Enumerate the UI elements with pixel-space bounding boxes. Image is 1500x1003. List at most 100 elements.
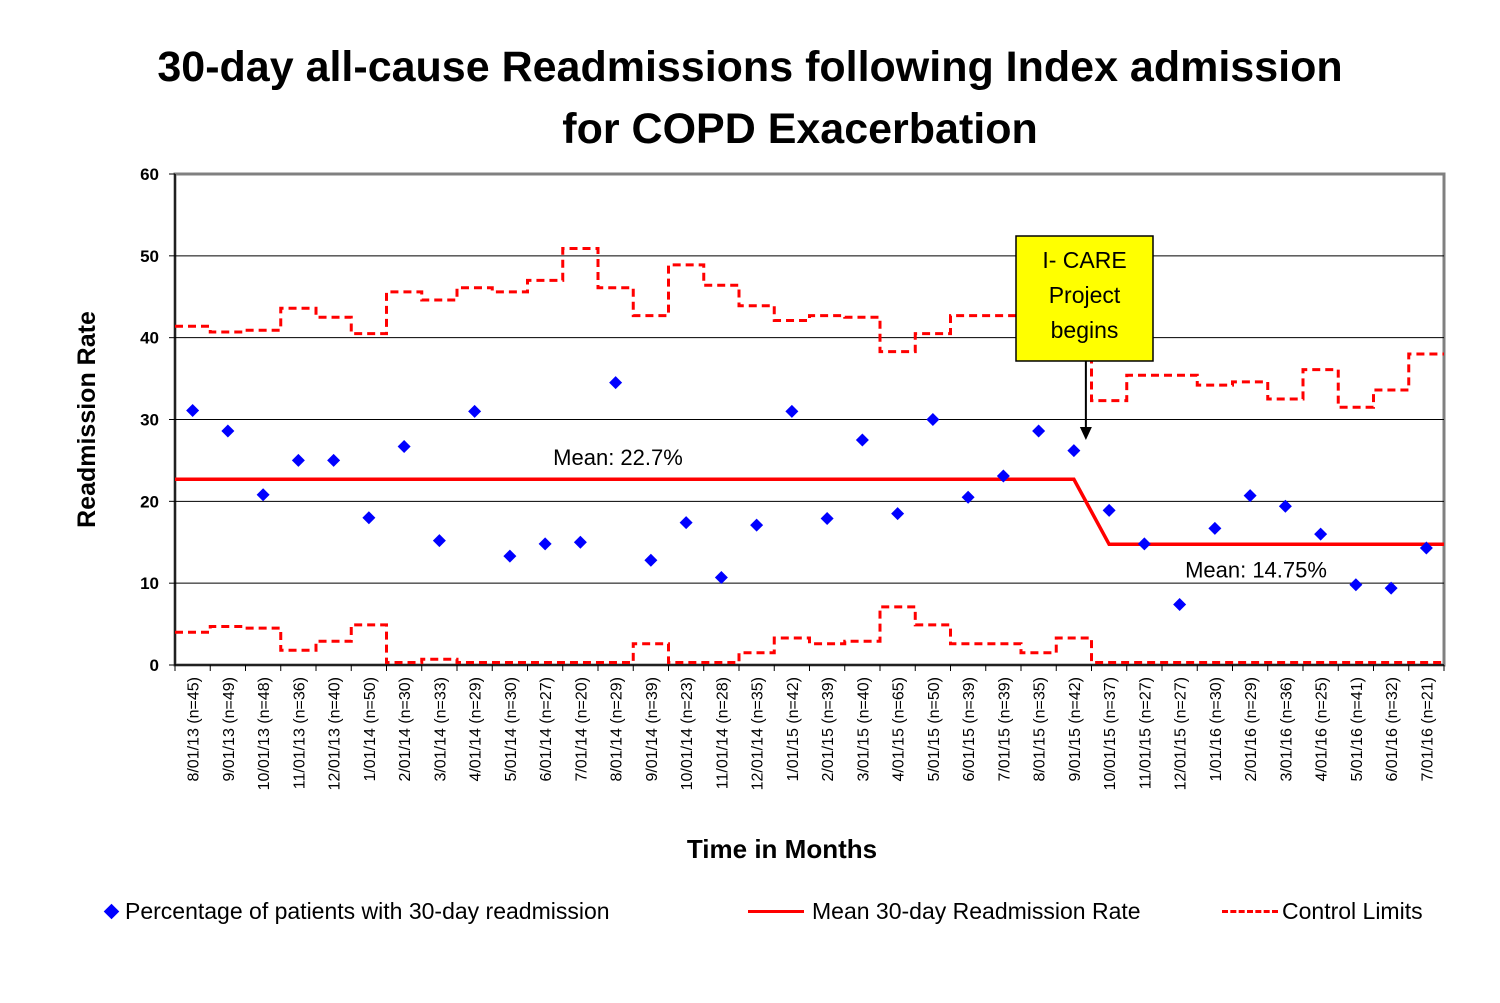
data-point <box>327 453 341 467</box>
upper-control-limit-line <box>175 246 1444 409</box>
data-point <box>1314 527 1328 541</box>
x-tick-label: 11/01/13 (n=36) <box>291 677 308 789</box>
callout-box <box>1015 235 1154 362</box>
x-tick-label: 12/01/14 (n=35) <box>750 677 767 790</box>
x-tick-label: 2/01/15 (n=39) <box>820 677 837 782</box>
legend-label-control-limits: Control Limits <box>1282 897 1423 924</box>
x-tick-label: 4/01/15 (n=65) <box>891 677 908 782</box>
legend-item-mean: Mean 30-day Readmission Rate <box>748 893 1141 929</box>
callout-arrow-head <box>1079 427 1092 440</box>
data-point <box>1384 581 1398 595</box>
data-point <box>1102 503 1116 517</box>
data-point <box>432 534 446 548</box>
x-tick-label: 2/01/14 (n=30) <box>397 677 414 782</box>
x-tick-label: 10/01/14 (n=23) <box>679 677 696 790</box>
legend-label-mean: Mean 30-day Readmission Rate <box>812 897 1141 924</box>
x-tick-label: 9/01/13 (n=49) <box>221 677 238 782</box>
x-tick-label: 3/01/15 (n=40) <box>855 677 872 782</box>
callout-text: Project <box>1049 282 1121 308</box>
data-point <box>1137 537 1151 551</box>
data-point <box>996 469 1010 483</box>
x-tick-label: 6/01/16 (n=32) <box>1384 677 1401 782</box>
y-tick-label: 20 <box>140 492 159 511</box>
callout-text: I- CARE <box>1042 247 1126 273</box>
y-tick-label: 50 <box>140 247 159 266</box>
x-tick-label: 12/01/15 (n=27) <box>1173 677 1190 790</box>
chart-title: 30-day all-cause Readmissions following … <box>0 36 1500 160</box>
x-tick-label: 7/01/16 (n=21) <box>1419 677 1436 782</box>
x-tick-label: 4/01/14 (n=29) <box>468 677 485 782</box>
data-point <box>1349 578 1363 592</box>
y-tick-label: 60 <box>140 165 159 184</box>
x-tick-label: 10/01/15 (n=37) <box>1102 677 1119 790</box>
data-point <box>644 553 658 567</box>
x-tick-label: 5/01/14 (n=30) <box>503 677 520 782</box>
y-tick-label: 30 <box>140 411 159 430</box>
data-point <box>609 376 623 390</box>
legend-dashed-line-marker <box>1222 909 1278 913</box>
x-tick-label: 6/01/15 (n=39) <box>961 677 978 782</box>
y-tick-label: 40 <box>140 329 159 348</box>
x-tick-label: 2/01/16 (n=29) <box>1243 677 1260 782</box>
x-tick-label: 12/01/13 (n=40) <box>327 677 344 790</box>
data-point <box>1243 489 1257 503</box>
data-point <box>679 516 693 530</box>
x-tick-label: 4/01/16 (n=25) <box>1314 677 1331 782</box>
x-tick-label: 6/01/14 (n=27) <box>538 677 555 782</box>
x-tick-label: 1/01/14 (n=50) <box>362 677 379 782</box>
data-point <box>538 537 552 551</box>
legend-item-percentage: Percentage of patients with 30-day readm… <box>100 893 610 929</box>
data-point <box>256 488 270 502</box>
data-point <box>291 453 305 467</box>
x-tick-label: 7/01/14 (n=20) <box>573 677 590 782</box>
data-point <box>397 440 411 454</box>
x-tick-label: 5/01/16 (n=41) <box>1349 677 1366 782</box>
x-tick-label: 7/01/15 (n=39) <box>996 677 1013 782</box>
chart-title-line1: 30-day all-cause Readmissions following … <box>157 43 1343 91</box>
y-tick-label: 0 <box>150 656 159 675</box>
mean-after-label: Mean: 14.75% <box>1185 557 1327 582</box>
data-point <box>785 404 799 418</box>
data-point <box>1208 521 1222 535</box>
x-tick-label: 8/01/13 (n=45) <box>186 677 203 782</box>
data-point <box>820 512 834 526</box>
data-point <box>1032 424 1046 438</box>
data-point <box>468 404 482 418</box>
x-tick-label: 9/01/15 (n=42) <box>1067 677 1084 782</box>
lower-control-limit-line <box>175 605 1444 665</box>
data-point <box>891 507 905 521</box>
legend-solid-line-marker <box>748 909 804 913</box>
data-point <box>1067 444 1081 458</box>
chart-title-line2: for COPD Exacerbation <box>562 105 1038 153</box>
data-point <box>1278 499 1292 513</box>
y-axis-title: Readmission Rate <box>73 311 101 528</box>
data-point <box>503 549 517 563</box>
legend-item-control-limits: Control Limits <box>1222 893 1423 929</box>
data-point <box>186 403 200 417</box>
data-point <box>1419 541 1433 555</box>
data-point <box>573 535 587 549</box>
data-point <box>926 413 940 426</box>
x-tick-label: 1/01/16 (n=30) <box>1208 677 1225 782</box>
legend-label-percentage: Percentage of patients with 30-day readm… <box>125 897 610 924</box>
data-point <box>362 511 376 525</box>
y-tick-label: 10 <box>140 574 159 593</box>
x-tick-label: 5/01/15 (n=50) <box>926 677 943 782</box>
legend-diamond-marker <box>103 903 120 919</box>
x-tick-label: 8/01/14 (n=29) <box>609 677 626 782</box>
x-tick-label: 3/01/14 (n=33) <box>432 677 449 782</box>
mean-before-label: Mean: 22.7% <box>553 445 683 470</box>
x-tick-label: 10/01/13 (n=48) <box>256 677 273 790</box>
callout-text: begins <box>1051 317 1119 343</box>
x-tick-label: 11/01/15 (n=27) <box>1137 677 1154 789</box>
x-axis-title: Time in Months <box>687 834 877 864</box>
x-tick-label: 1/01/15 (n=42) <box>785 677 802 782</box>
data-point <box>1173 597 1187 611</box>
chart-legend: Percentage of patients with 30-day readm… <box>0 893 1500 929</box>
data-point <box>855 433 869 447</box>
data-point <box>961 490 975 504</box>
x-tick-label: 11/01/14 (n=28) <box>714 677 731 789</box>
x-tick-label: 3/01/16 (n=36) <box>1278 677 1295 782</box>
x-tick-label: 8/01/15 (n=35) <box>1032 677 1049 782</box>
